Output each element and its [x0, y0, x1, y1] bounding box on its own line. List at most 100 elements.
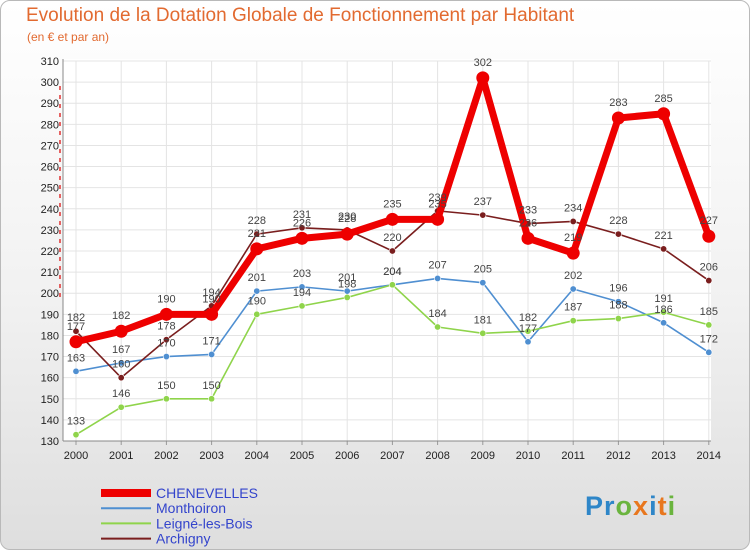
data-point [479, 279, 487, 287]
data-label: 182 [519, 312, 537, 324]
data-label: 302 [474, 57, 492, 69]
data-point [298, 302, 306, 310]
chart-subtitle: (en € et par an) [27, 30, 110, 44]
y-tick-label: 290 [41, 98, 59, 110]
y-tick-label: 160 [41, 373, 59, 385]
data-label: 219 [564, 232, 582, 244]
data-label: 190 [248, 295, 266, 307]
data-label: 230 [338, 211, 356, 223]
data-point [162, 395, 170, 403]
data-point [117, 359, 125, 367]
data-point [614, 230, 622, 238]
data-point [388, 247, 396, 255]
data-point [479, 329, 487, 337]
data-point [705, 348, 713, 356]
data-point [208, 395, 216, 403]
data-point [702, 229, 716, 243]
data-label: 146 [112, 388, 130, 400]
data-point [295, 231, 309, 245]
data-label: 198 [338, 278, 356, 290]
data-label: 190 [157, 293, 175, 305]
data-point [72, 367, 80, 375]
data-label: 182 [112, 310, 130, 322]
data-point [117, 374, 125, 382]
x-tick-label: 2014 [697, 450, 721, 462]
data-point [705, 277, 713, 285]
data-label: 227 [700, 215, 718, 227]
data-point [431, 212, 445, 226]
logo-letter: x [633, 491, 650, 521]
data-label: 188 [609, 300, 627, 312]
data-point [566, 246, 580, 260]
data-point [434, 323, 442, 331]
data-label: 185 [700, 306, 718, 318]
data-point [250, 242, 264, 256]
logo-letter: r [604, 491, 616, 521]
proxiti-logo[interactable]: Proxiti [585, 491, 676, 522]
data-label: 237 [474, 196, 492, 208]
data-point [298, 283, 306, 291]
y-tick-label: 310 [41, 56, 59, 68]
x-tick-label: 2006 [335, 450, 359, 462]
y-tick-label: 230 [41, 225, 59, 237]
data-point [162, 336, 170, 344]
legend-label: CHENEVELLES [156, 485, 258, 501]
data-point [524, 338, 532, 346]
y-tick-label: 240 [41, 204, 59, 216]
data-label: 204 [383, 266, 401, 278]
data-label: 239 [428, 192, 446, 204]
data-label: 283 [609, 97, 627, 109]
data-label: 160 [112, 359, 130, 371]
y-tick-label: 140 [41, 415, 59, 427]
data-label: 186 [654, 304, 672, 316]
data-label: 233 [519, 205, 537, 217]
data-point [253, 230, 261, 238]
y-tick-label: 210 [41, 267, 59, 279]
data-point [385, 212, 399, 226]
data-point [253, 287, 261, 295]
data-label: 177 [519, 323, 537, 335]
x-tick-label: 2004 [245, 450, 269, 462]
data-label: 228 [248, 215, 266, 227]
data-label: 170 [157, 338, 175, 350]
x-tick-label: 2003 [199, 450, 223, 462]
data-label: 201 [338, 272, 356, 284]
data-label: 191 [654, 293, 672, 305]
y-tick-label: 200 [41, 288, 59, 300]
data-point [253, 310, 261, 318]
data-point [569, 285, 577, 293]
data-label: 163 [67, 352, 85, 364]
chart-title: Evolution de la Dotation Globale de Fonc… [26, 5, 575, 26]
data-point [614, 315, 622, 323]
data-point [611, 111, 625, 125]
data-point [614, 298, 622, 306]
data-point [434, 274, 442, 282]
data-point [162, 353, 170, 361]
data-label: 150 [202, 380, 220, 392]
x-tick-label: 2000 [64, 450, 88, 462]
data-label: 194 [202, 287, 220, 299]
data-label: 178 [157, 321, 175, 333]
x-tick-label: 2013 [651, 450, 675, 462]
data-point [660, 319, 668, 327]
data-point [569, 317, 577, 325]
data-point [298, 224, 306, 232]
y-tick-label: 180 [41, 330, 59, 342]
y-tick-label: 220 [41, 246, 59, 258]
data-label: 203 [293, 268, 311, 280]
data-point [660, 308, 668, 316]
data-label: 231 [293, 209, 311, 221]
y-tick-label: 280 [41, 119, 59, 131]
x-tick-label: 2001 [109, 450, 133, 462]
logo-letter: o [615, 491, 634, 521]
data-label: 133 [67, 416, 85, 428]
data-point [159, 307, 173, 321]
data-point [479, 211, 487, 219]
data-label: 235 [383, 198, 401, 210]
data-point [476, 71, 490, 85]
data-label: 226 [293, 217, 311, 229]
data-point [208, 350, 216, 358]
data-label: 196 [609, 283, 627, 295]
